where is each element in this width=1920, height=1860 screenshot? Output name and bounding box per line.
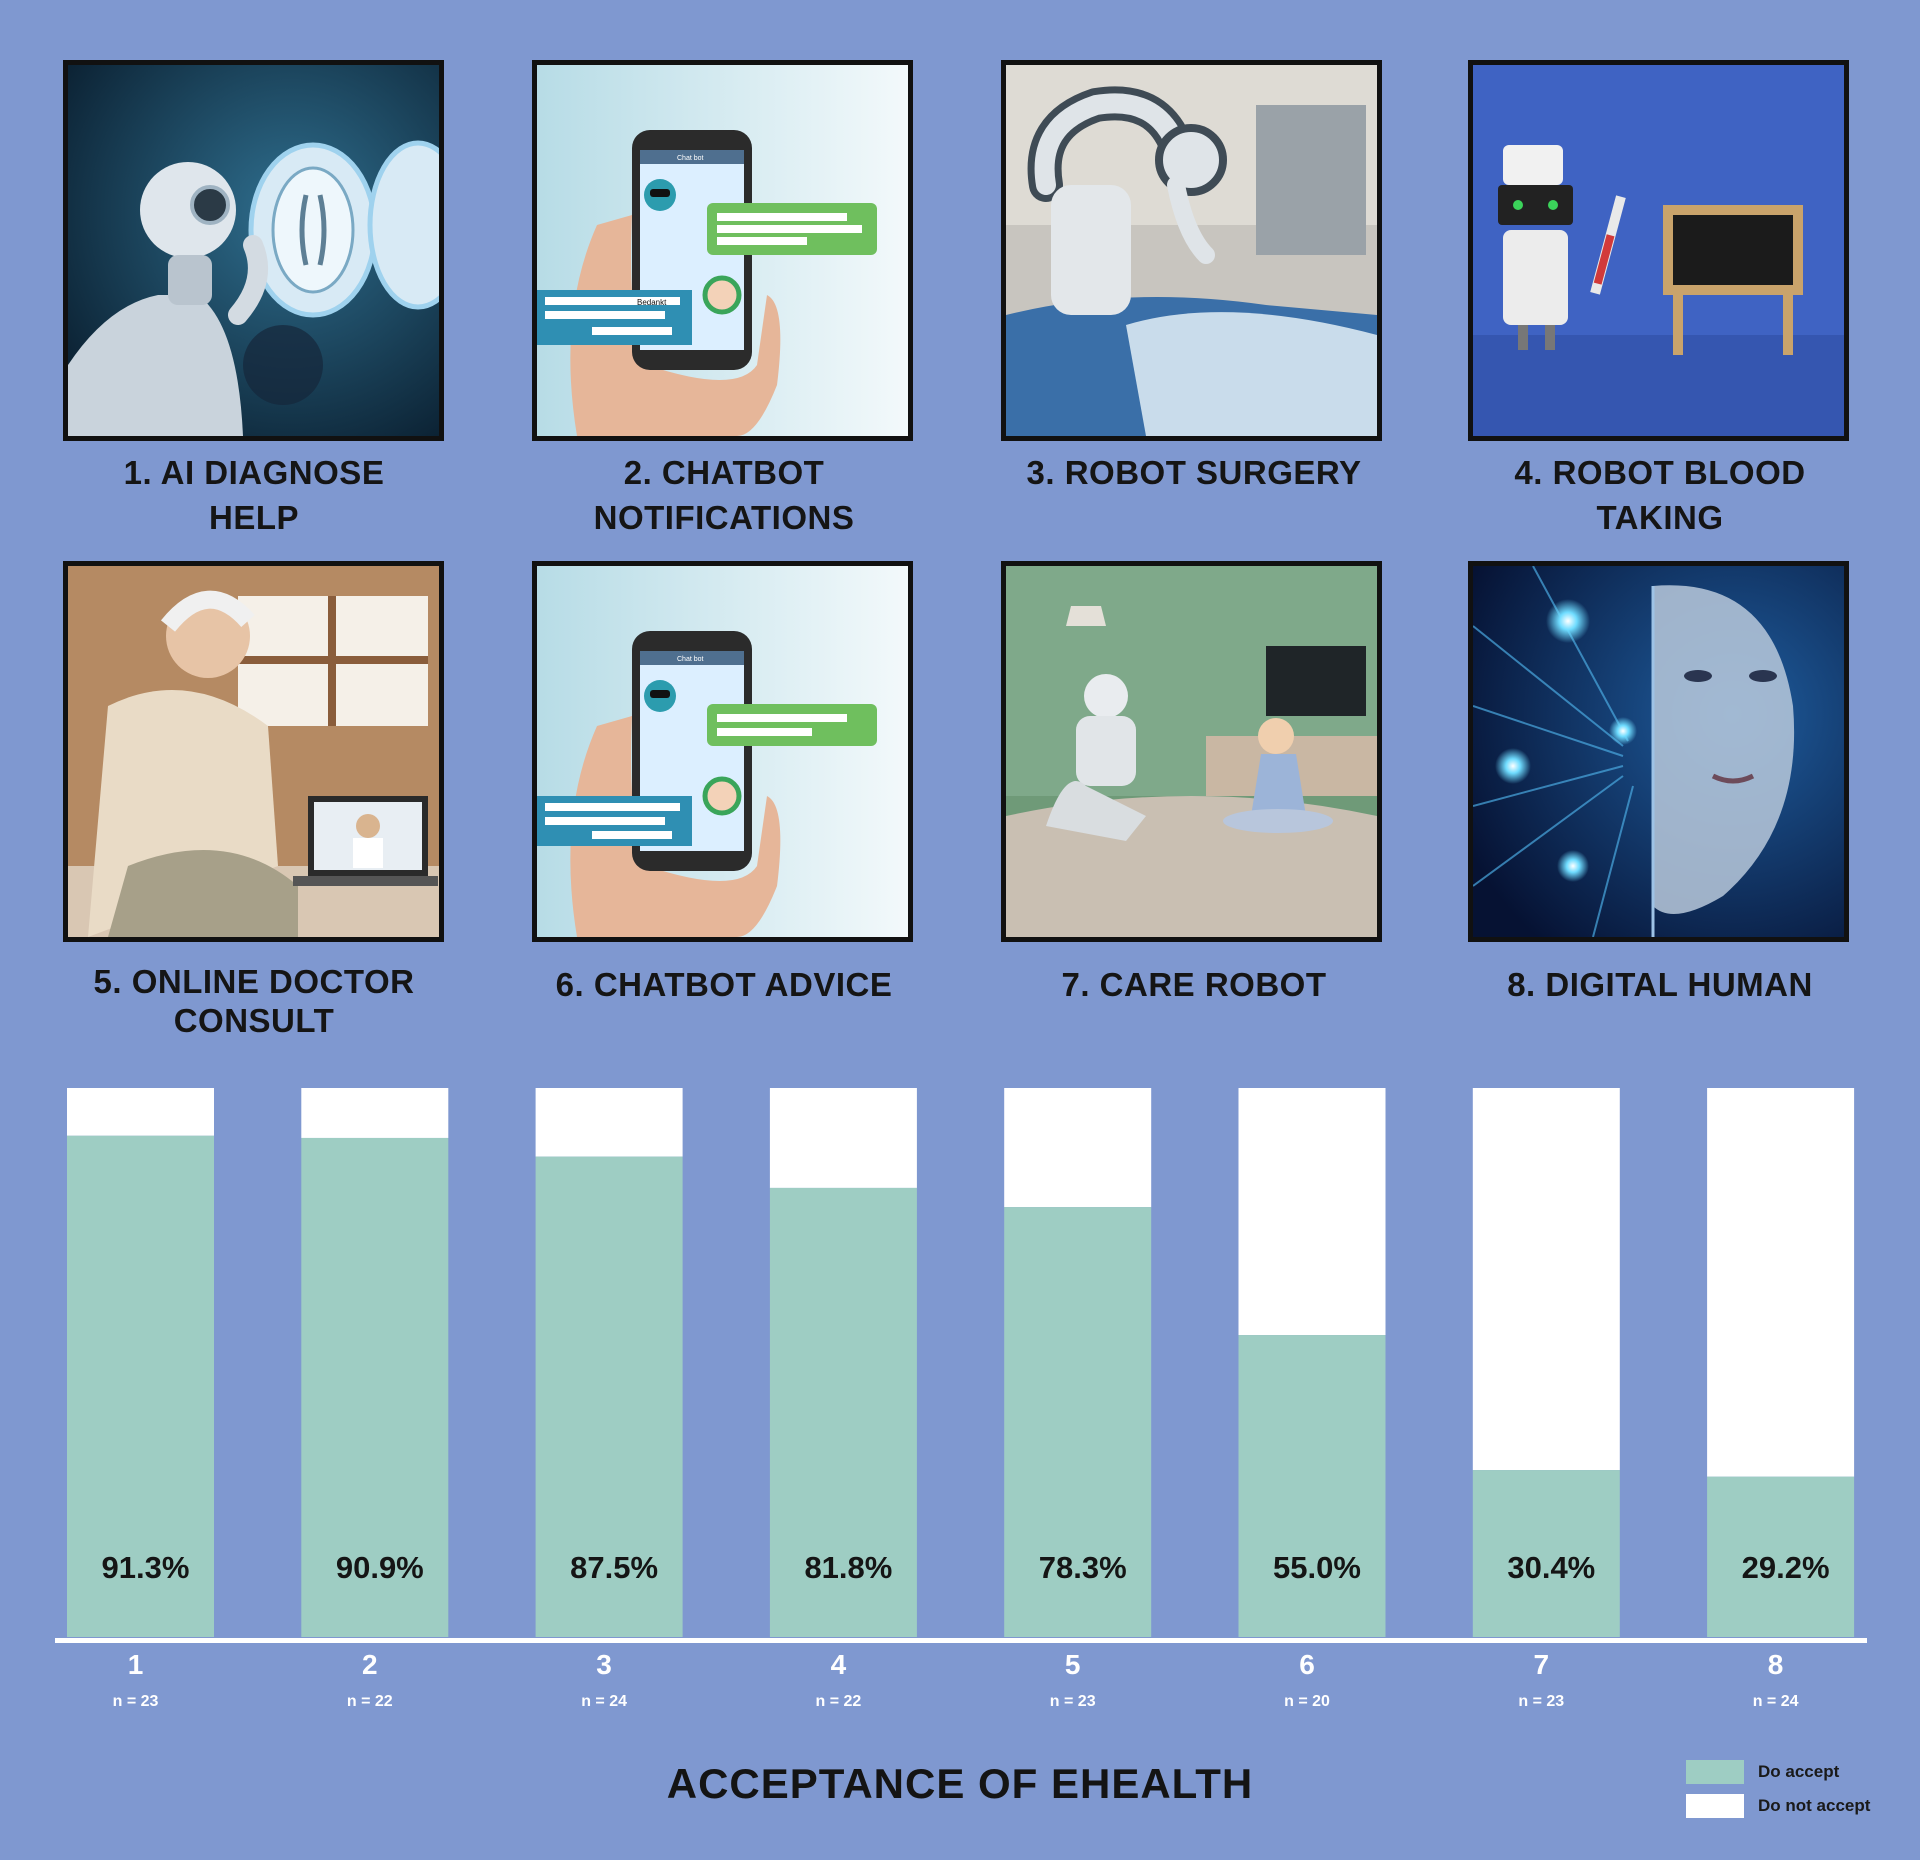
sample-size-label: n = 24: [581, 1693, 627, 1710]
x-tick-label: 4: [831, 1649, 847, 1680]
x-tick-label: 5: [1065, 1649, 1081, 1680]
panel-image-2: Chat bot Bedankt: [532, 60, 913, 441]
sample-size-label: n = 20: [1284, 1693, 1330, 1710]
bar-segment-accept: [1004, 1207, 1152, 1637]
x-tick-label: 3: [596, 1649, 612, 1680]
panel-caption-8: 8. DIGITAL HUMAN: [1507, 966, 1813, 1003]
bar-segment-accept: [535, 1156, 683, 1637]
sample-size-label: n = 24: [1753, 1693, 1799, 1710]
bar-value-label: 81.8%: [804, 1550, 892, 1585]
toy-robot-syringe-icon: [1473, 65, 1844, 436]
bar-value-label: 91.3%: [102, 1550, 190, 1585]
chat-reply-text: Bedankt: [637, 298, 667, 307]
bar-segment-not-accept: [301, 1088, 449, 1138]
ai-robot-brain-scan-icon: [68, 65, 439, 436]
bar-segment-accept: [769, 1187, 917, 1637]
bar-segment-not-accept: [1472, 1088, 1620, 1471]
bar-value-label: 90.9%: [336, 1550, 424, 1585]
chatbot-phone-icon: Chat bot: [537, 566, 908, 937]
bar-segment-accept: [1707, 1476, 1855, 1637]
bar-segment-accept: [1238, 1335, 1386, 1637]
bar-segment-not-accept: [769, 1088, 917, 1188]
sample-size-label: n = 22: [815, 1693, 861, 1710]
legend-item-accept: Do accept: [1686, 1760, 1920, 1784]
chart-title: ACCEPTANCE OF EHEALTH: [666, 1760, 1254, 1807]
legend-swatch-accept: [1686, 1760, 1744, 1784]
x-axis-line: [55, 1638, 1867, 1643]
panel-image-6: Chat bot: [532, 561, 913, 942]
panel-image-8: [1468, 561, 1849, 942]
bar-value-label: 87.5%: [570, 1550, 658, 1585]
bar-segment-not-accept: [1707, 1088, 1855, 1477]
panel-caption-4: 4. ROBOT BLOOD TAKING: [1514, 454, 1806, 536]
panel-image-7: [1001, 561, 1382, 942]
bar-segment-not-accept: [67, 1088, 214, 1136]
panel-image-4: [1468, 60, 1849, 441]
panel-image-1: [63, 60, 444, 441]
x-tick-label: 7: [1534, 1649, 1550, 1680]
bar-value-label: 29.2%: [1742, 1550, 1830, 1585]
panel-caption-5: 5. ONLINE DOCTOR CONSULT: [93, 963, 415, 1039]
robot-child-living-room-icon: [1006, 566, 1377, 937]
panel-caption-2: 2. CHATBOT NOTIFICATIONS: [593, 454, 855, 536]
x-tick-label: 6: [1299, 1649, 1315, 1680]
acceptance-bar-chart: 91.3% 1 n = 23 90.9% 2 n = 22 87.5% 3 n = 24 81.8…: [55, 1088, 1867, 1710]
chat-header-text: Chat bot: [677, 656, 704, 663]
bar-value-label: 78.3%: [1039, 1550, 1127, 1585]
bar-segment-accept: [301, 1137, 449, 1637]
chatbot-phone-icon: Chat bot Bedankt: [537, 65, 908, 436]
legend-label-accept: Do accept: [1758, 1762, 1840, 1781]
legend-swatch-not-accept: [1686, 1794, 1744, 1818]
bar-value-label: 55.0%: [1273, 1550, 1361, 1585]
bar-segment-not-accept: [535, 1088, 683, 1157]
surgical-robot-arm-icon: [1006, 65, 1377, 436]
panel-caption-6: 6. CHATBOT ADVICE: [555, 966, 893, 1003]
sample-size-label: n = 23: [113, 1693, 159, 1710]
bar-value-label: 30.4%: [1507, 1550, 1595, 1585]
panel-caption-1: 1. AI DIAGNOSE HELP: [123, 454, 385, 536]
sample-size-label: n = 22: [347, 1693, 393, 1710]
x-tick-label: 8: [1768, 1649, 1784, 1680]
panel-caption-3: 3. ROBOT SURGERY: [1026, 454, 1362, 491]
sample-size-label: n = 23: [1050, 1693, 1096, 1710]
x-tick-label: 1: [128, 1649, 144, 1680]
bar-segment-not-accept: [1238, 1088, 1386, 1336]
x-tick-label: 2: [362, 1649, 378, 1680]
bar-segment-not-accept: [1004, 1088, 1152, 1208]
digital-human-face-icon: [1473, 566, 1844, 937]
panel-caption-7: 7. CARE ROBOT: [1061, 966, 1327, 1003]
legend-label-not-accept: Do not accept: [1758, 1796, 1871, 1815]
bar-segment-accept: [1472, 1470, 1620, 1637]
sample-size-label: n = 23: [1518, 1693, 1564, 1710]
panel-image-3: [1001, 60, 1382, 441]
chat-header-text: Chat bot: [677, 155, 704, 162]
panel-image-5: [63, 561, 444, 942]
elderly-man-laptop-icon: [68, 566, 439, 937]
bar-segment-accept: [67, 1135, 214, 1637]
legend-item-not-accept: Do not accept: [1686, 1794, 1920, 1818]
